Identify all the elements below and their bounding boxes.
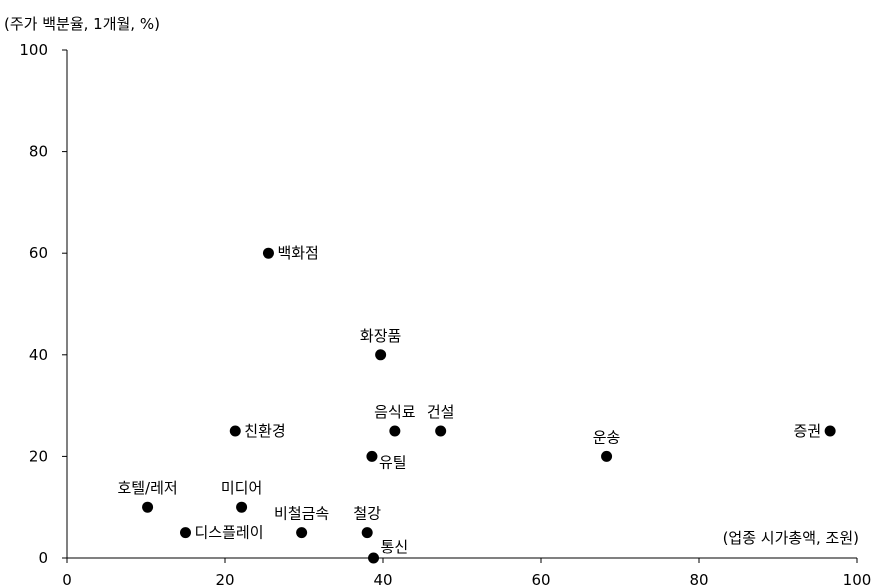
data-point (361, 527, 373, 539)
data-point (296, 527, 308, 539)
data-point-label: 비철금속 (274, 505, 329, 523)
y-axis-title: (주가 백분율, 1개월, %) (4, 15, 160, 33)
data-point (375, 349, 387, 361)
data-point-label: 호텔/레저 (117, 479, 177, 497)
data-point-label: 화장품 (360, 327, 401, 345)
data-point (389, 425, 401, 437)
y-tick-label: 0 (38, 549, 48, 567)
y-tick-label: 60 (29, 244, 48, 262)
data-point (262, 247, 274, 259)
data-point-label: 미디어 (221, 479, 262, 497)
axis-ticks: 0 20 40 60 80 100 0 20 40 60 80 100 (19, 41, 871, 587)
x-tick-label: 100 (843, 571, 872, 587)
data-point-label: 건설 (427, 403, 455, 421)
data-point-label: 백화점 (277, 244, 318, 262)
x-tick-label: 0 (62, 571, 72, 587)
data-point-label: 철강 (353, 505, 381, 523)
data-point-label: 음식료 (374, 403, 416, 421)
x-axis-title: (업종 시가총액, 조원) (723, 529, 859, 547)
y-tick-label: 20 (29, 447, 48, 465)
data-point-label: 디스플레이 (195, 524, 264, 542)
x-tick-label: 40 (373, 571, 392, 587)
data-point (229, 425, 241, 437)
data-point-label: 운송 (593, 428, 621, 446)
y-tick-label: 80 (29, 143, 48, 161)
data-point-label: 증권 (794, 422, 822, 440)
x-tick-label: 60 (531, 571, 550, 587)
data-point (368, 552, 380, 564)
data-point (180, 527, 191, 539)
data-point (236, 501, 248, 513)
y-tick-label: 40 (29, 346, 48, 364)
data-point (142, 501, 154, 513)
data-point (435, 425, 447, 437)
data-point (601, 450, 613, 462)
x-tick-label: 20 (215, 571, 234, 587)
y-tick-label: 100 (19, 41, 48, 59)
data-point-label: 친환경 (244, 422, 285, 440)
data-point-label: 통신 (381, 538, 409, 556)
data-point (824, 425, 836, 437)
data-point (366, 450, 378, 462)
data-point-label: 유틸 (379, 453, 407, 471)
x-tick-label: 80 (689, 571, 708, 587)
